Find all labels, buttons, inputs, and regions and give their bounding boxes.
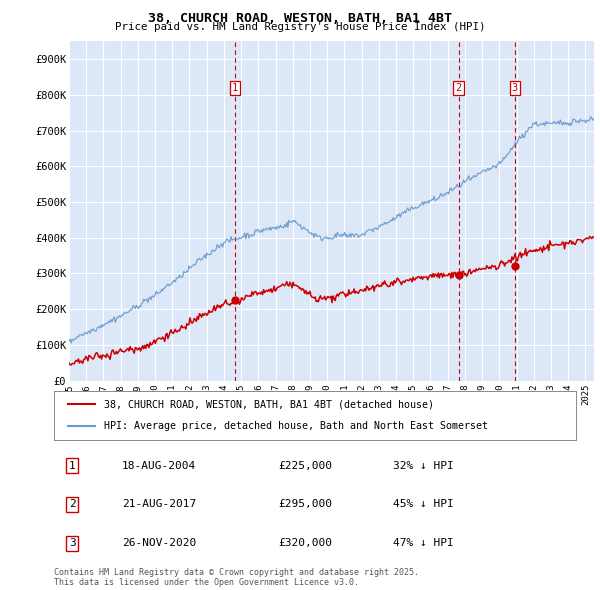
Text: 2: 2 <box>455 83 461 93</box>
Text: £320,000: £320,000 <box>278 539 332 548</box>
Text: 47% ↓ HPI: 47% ↓ HPI <box>394 539 454 548</box>
Text: 2: 2 <box>69 500 76 509</box>
Text: 32% ↓ HPI: 32% ↓ HPI <box>394 461 454 470</box>
Text: 1: 1 <box>232 83 238 93</box>
Text: 1: 1 <box>69 461 76 470</box>
Text: 3: 3 <box>69 539 76 548</box>
Text: £225,000: £225,000 <box>278 461 332 470</box>
Text: 38, CHURCH ROAD, WESTON, BATH, BA1 4BT (detached house): 38, CHURCH ROAD, WESTON, BATH, BA1 4BT (… <box>104 399 434 409</box>
Text: 21-AUG-2017: 21-AUG-2017 <box>122 500 196 509</box>
Text: Contains HM Land Registry data © Crown copyright and database right 2025.
This d: Contains HM Land Registry data © Crown c… <box>54 568 419 587</box>
Text: 3: 3 <box>512 83 518 93</box>
Text: £295,000: £295,000 <box>278 500 332 509</box>
Text: 45% ↓ HPI: 45% ↓ HPI <box>394 500 454 509</box>
Text: 18-AUG-2004: 18-AUG-2004 <box>122 461 196 470</box>
Text: HPI: Average price, detached house, Bath and North East Somerset: HPI: Average price, detached house, Bath… <box>104 421 488 431</box>
Text: 26-NOV-2020: 26-NOV-2020 <box>122 539 196 548</box>
Text: Price paid vs. HM Land Registry's House Price Index (HPI): Price paid vs. HM Land Registry's House … <box>115 22 485 32</box>
Text: 38, CHURCH ROAD, WESTON, BATH, BA1 4BT: 38, CHURCH ROAD, WESTON, BATH, BA1 4BT <box>148 12 452 25</box>
